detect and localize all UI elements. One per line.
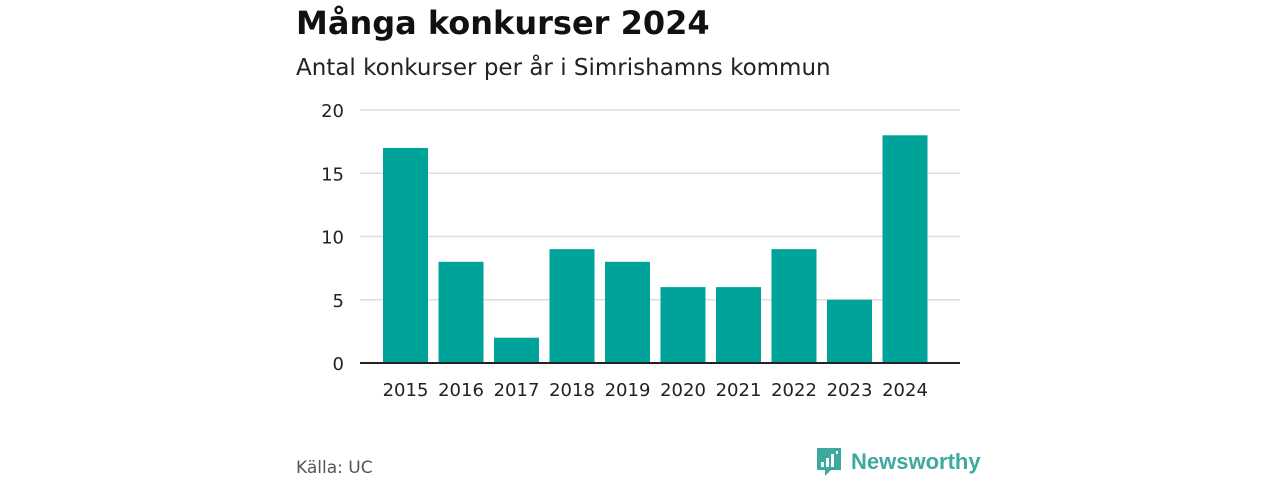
- bar-2015: [383, 147, 428, 363]
- bar-2016: [438, 261, 484, 363]
- bar-2022: [771, 249, 817, 363]
- y-axis-ticks: 0 5 10 15 20: [321, 101, 344, 375]
- source-note: Källa: UC: [296, 458, 373, 478]
- x-tick-label: 2021: [716, 380, 762, 401]
- chart-subtitle: Antal konkurser per år i Simrishamns kom…: [296, 55, 831, 81]
- y-tick-label: 0: [333, 354, 344, 375]
- brand-name: Newsworthy: [851, 449, 981, 474]
- bar-chart-bubble-icon: [817, 448, 841, 476]
- bars: [383, 135, 928, 363]
- bar-2019: [605, 261, 650, 363]
- x-tick-label: 2020: [660, 380, 706, 401]
- bar-2017: [494, 337, 539, 363]
- x-tick-label: 2015: [383, 380, 429, 401]
- x-axis-ticks: 2015 2016 2017 2018 2019 2020 2021 2022 2023 2024: [383, 380, 928, 401]
- chart-title: Många konkurser 2024: [296, 4, 710, 42]
- y-tick-label: 5: [333, 291, 344, 312]
- x-tick-label: 2023: [827, 380, 873, 401]
- x-tick-label: 2018: [549, 380, 595, 401]
- x-tick-label: 2022: [771, 380, 817, 401]
- bar-2024: [882, 135, 928, 363]
- bar-2021: [716, 287, 761, 363]
- x-tick-label: 2016: [438, 380, 484, 401]
- y-tick-label: 10: [321, 228, 344, 249]
- x-tick-label: 2019: [605, 380, 651, 401]
- x-tick-label: 2017: [494, 380, 540, 401]
- bar-2020: [660, 287, 706, 363]
- y-tick-label: 15: [321, 164, 344, 185]
- y-tick-label: 20: [321, 101, 344, 122]
- bar-2018: [549, 249, 595, 363]
- brand-logo: Newsworthy: [815, 446, 981, 478]
- x-tick-label: 2024: [882, 380, 928, 401]
- bar-2023: [827, 299, 872, 363]
